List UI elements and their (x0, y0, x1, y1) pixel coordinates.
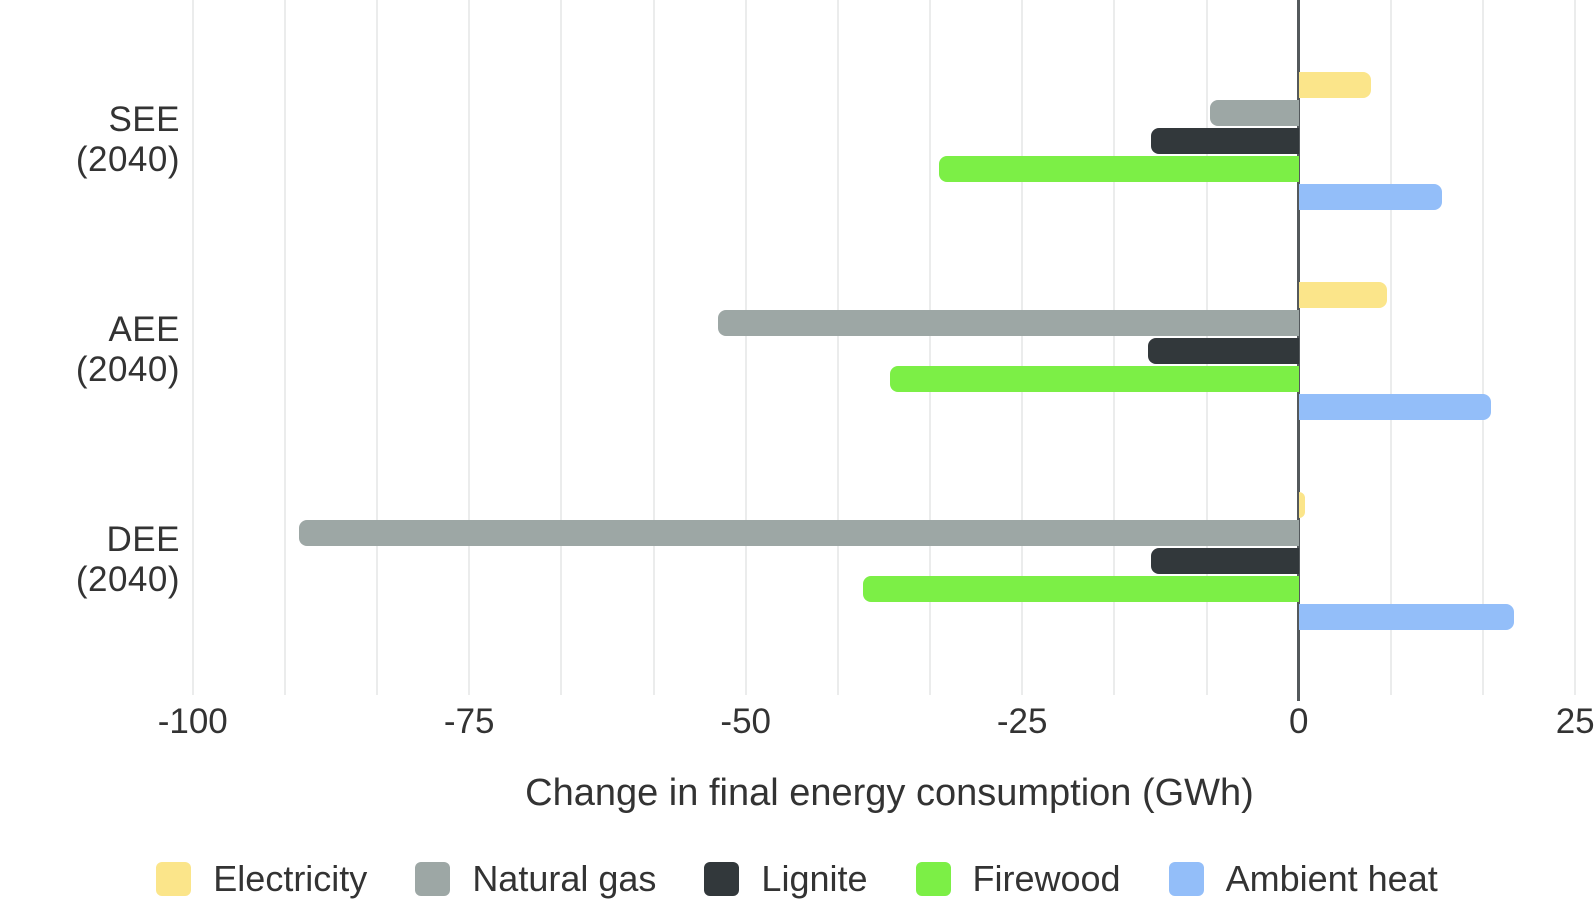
gridline (560, 0, 563, 695)
x-tick-label: 25 (1555, 702, 1594, 741)
gridline (283, 0, 286, 695)
legend: Electricity Natural gas Lignite Firewood Amb… (0, 858, 1594, 900)
legend-label: Ambient heat (1225, 858, 1438, 899)
bar-ambient-heat (1298, 394, 1492, 420)
x-tick-label: -50 (720, 702, 772, 741)
zero-axis-line (1297, 0, 1301, 701)
legend-swatch-icon (704, 862, 740, 896)
y-axis-category-label: AEE (2040) (75, 310, 180, 389)
gridline (1482, 0, 1485, 695)
legend-swatch-icon (156, 862, 192, 896)
x-tick-label: -25 (996, 702, 1048, 741)
legend-label: Lignite (761, 858, 868, 899)
legend-item: Ambient heat (1168, 858, 1438, 900)
gridline (1113, 0, 1116, 695)
gridline (376, 0, 379, 695)
gridline (1021, 0, 1024, 695)
bar-lignite (1150, 548, 1299, 574)
gridline (191, 0, 194, 695)
x-tick-label: -75 (443, 702, 495, 741)
legend-label: Natural gas (472, 858, 657, 899)
gridline (468, 0, 471, 695)
legend-label: Firewood (972, 858, 1121, 899)
gridline (744, 0, 747, 695)
gridline (1389, 0, 1392, 695)
bar-electricity (1298, 492, 1306, 518)
bar-lignite (1148, 338, 1299, 364)
bar-firewood (862, 576, 1299, 602)
gridline (1574, 0, 1577, 695)
legend-swatch-icon (415, 862, 451, 896)
y-axis-category-label: SEE (2040) (75, 100, 180, 179)
bar-lignite (1150, 128, 1299, 154)
bar-natural-gas (1210, 100, 1299, 126)
legend-swatch-icon (915, 862, 951, 896)
bar-natural-gas (298, 520, 1299, 546)
bar-ambient-heat (1298, 604, 1515, 630)
gridline (929, 0, 932, 695)
legend-label: Electricity (213, 858, 368, 899)
bar-firewood (889, 366, 1299, 392)
y-axis-category-label: DEE (2040) (75, 520, 180, 599)
gridline (652, 0, 655, 695)
legend-item: Electricity (156, 858, 367, 900)
legend-swatch-icon (1168, 862, 1204, 896)
x-axis-title: Change in final energy consumption (GWh) (525, 772, 1254, 814)
plot-area: SEE (2040) AEE (2040) DEE (2040) (75, 0, 1577, 701)
x-tick-label: -100 (157, 702, 228, 741)
bar-electricity (1298, 72, 1371, 98)
legend-item: Lignite (704, 858, 868, 900)
bar-natural-gas (718, 310, 1299, 336)
bar-electricity (1298, 282, 1388, 308)
gridline (836, 0, 839, 695)
x-tick-label: 0 (1288, 702, 1309, 741)
bar-firewood (939, 156, 1299, 182)
legend-item: Firewood (915, 858, 1121, 900)
bar-ambient-heat (1298, 184, 1443, 210)
legend-item: Natural gas (415, 858, 656, 900)
